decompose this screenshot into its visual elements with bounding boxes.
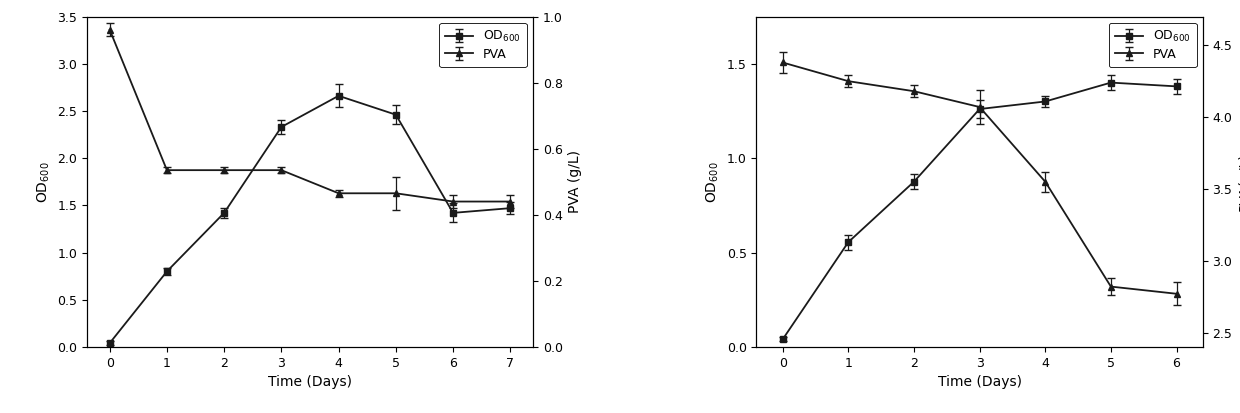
Y-axis label: PVA (g/L): PVA (g/L): [568, 150, 583, 213]
Y-axis label: OD$_{600}$: OD$_{600}$: [704, 161, 722, 202]
Y-axis label: PVA(g/L): PVA(g/L): [1238, 152, 1240, 211]
Legend: OD$_{600}$, PVA: OD$_{600}$, PVA: [1109, 23, 1197, 67]
X-axis label: Time (Days): Time (Days): [268, 375, 352, 389]
Legend: OD$_{600}$, PVA: OD$_{600}$, PVA: [439, 23, 527, 67]
Y-axis label: OD$_{600}$: OD$_{600}$: [35, 161, 52, 202]
X-axis label: Time (Days): Time (Days): [937, 375, 1022, 389]
